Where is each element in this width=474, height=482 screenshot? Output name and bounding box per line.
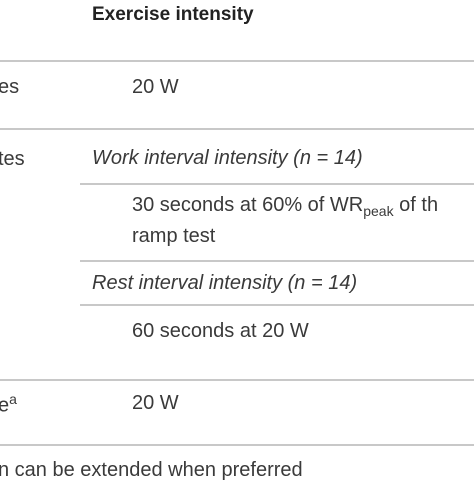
row-2-left-label: tes bbox=[0, 148, 25, 170]
row-3-value: 20 W bbox=[132, 392, 179, 414]
work-interval-heading: Work interval intensity (n = 14) bbox=[92, 147, 363, 169]
row-divider bbox=[0, 379, 474, 381]
subheading-divider bbox=[80, 183, 474, 185]
subheading-divider bbox=[80, 304, 474, 306]
column-header-exercise-intensity: Exercise intensity bbox=[92, 4, 254, 25]
subheading-divider bbox=[80, 260, 474, 262]
work-interval-value: 30 seconds at 60% of WRpeak of th bbox=[132, 194, 439, 219]
table-footnote: n can be extended when preferred bbox=[0, 459, 303, 481]
row-1-left-label: es bbox=[0, 76, 20, 98]
table-bottom-divider bbox=[0, 444, 474, 446]
header-divider bbox=[0, 60, 474, 62]
rest-interval-value: 60 seconds at 20 W bbox=[132, 320, 309, 342]
row-1-value: 20 W bbox=[132, 76, 179, 98]
row-3-left-label: ea bbox=[0, 391, 17, 417]
rest-interval-heading: Rest interval intensity (n = 14) bbox=[92, 272, 358, 294]
work-interval-value-line2: ramp test bbox=[132, 225, 216, 247]
row-divider bbox=[0, 128, 474, 130]
